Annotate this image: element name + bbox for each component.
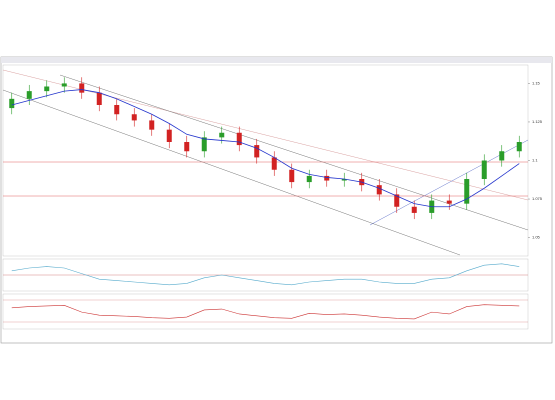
frame [0, 56, 553, 344]
candle-body [464, 179, 470, 204]
candle-body [394, 194, 400, 207]
candle-body [44, 86, 50, 92]
candle-body [114, 105, 120, 115]
candle-body [26, 91, 32, 99]
candle-body [9, 98, 15, 109]
candle-body [516, 142, 522, 152]
toolbar [1, 57, 552, 63]
candle-body [306, 175, 312, 183]
candle-body [184, 142, 190, 152]
moving-average [11, 89, 520, 208]
candle-body [376, 185, 382, 195]
y-tick-label: 1.1 [532, 158, 538, 163]
indicator-line [11, 304, 520, 320]
candle-body [79, 83, 85, 93]
candle-body [96, 92, 102, 105]
candle-body [289, 169, 295, 183]
y-tick-label: 1.125 [532, 119, 543, 124]
candle-body [61, 83, 67, 87]
candle-body [341, 179, 347, 181]
candle-body [446, 200, 452, 204]
candle-body [254, 145, 260, 158]
rsi-panel [2, 293, 529, 330]
candle-body [481, 160, 487, 179]
candle-body [131, 114, 137, 121]
candle-body [219, 132, 225, 138]
y-tick-label: 1.15 [532, 80, 541, 85]
candle-body [324, 175, 330, 181]
channel-line [59, 74, 529, 231]
candle-body [271, 157, 277, 170]
candle-body [149, 120, 155, 130]
indicator-line [11, 263, 520, 286]
trend-line [2, 69, 529, 201]
candle-body [166, 129, 172, 142]
candle-body [236, 132, 242, 146]
candle-body [499, 151, 505, 161]
y-tick-label: 1.075 [532, 196, 543, 201]
candle-body [201, 137, 207, 152]
channel-line [2, 89, 461, 256]
y-tick-label: 1.05 [532, 235, 541, 240]
candle-body [411, 206, 417, 213]
